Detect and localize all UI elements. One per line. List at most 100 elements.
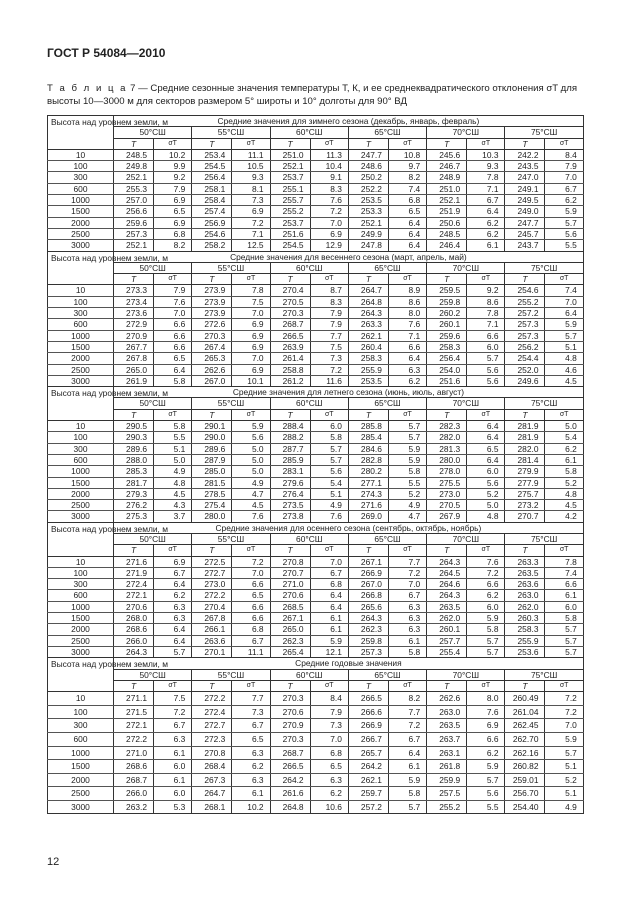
temperature-cell: 255.2 (269, 205, 311, 218)
temperature-cell: 262.3 (269, 635, 311, 647)
temperature-cell: 262.6 (426, 691, 468, 706)
temperature-cell: 273.9 (191, 284, 233, 297)
sigma-cell: 10.1 (231, 375, 271, 388)
sigma-cell: 12.5 (231, 239, 271, 252)
table-row: 2000 259.6 6.9 256.9 7.2 253.7 7.0 252.1 6.4 250.… (47, 217, 584, 229)
sigma-cell: 5.4 (309, 477, 349, 489)
t-label: T (209, 138, 215, 149)
temperature-cell: 271.1 (113, 691, 154, 706)
sigma-cell: 7.2 (152, 705, 193, 720)
temperature-cell: 270.8 (269, 556, 311, 568)
sigma-cell: 6.5 (152, 205, 193, 218)
sigma-cell: 5.3 (152, 800, 193, 815)
temperature-cell: 271.6 (113, 556, 154, 568)
sigma-cell: 6.5 (231, 732, 271, 747)
table-row: 3000 252.1 8.2 258.2 12.5 254.5 12.9 247.8 6.4 24… (47, 239, 584, 252)
sigma-cell: 6.4 (309, 601, 349, 614)
latitude-header: 65°СШ (347, 668, 428, 681)
sigma-header: σT (152, 679, 193, 693)
temperature-cell: 260.2 (426, 307, 468, 320)
temperature-cell: 268.7 (113, 773, 154, 788)
temperature-cell: 275.3 (113, 510, 154, 523)
temperature-cell: 282.0 (504, 443, 546, 455)
temperature-cell: 285.8 (347, 420, 389, 433)
temperature-cell: 250.2 (347, 171, 389, 184)
temperature-cell: 264.7 (347, 284, 389, 297)
height-cell: 10 (47, 556, 114, 568)
table-row: 100 271.5 7.2 272.4 7.3 270.6 7.9 266.6 7.7 263.0… (47, 705, 584, 720)
temperature-cell: 270.4 (269, 284, 311, 297)
height-cell: 3000 (47, 646, 114, 659)
temperature-cell: 267.0 (191, 375, 233, 388)
sigma-cell: 7.0 (309, 732, 349, 747)
temperature-cell: 260.82 (504, 759, 546, 774)
temperature-cell: 269.0 (347, 510, 389, 523)
sigma-header: σT (387, 408, 428, 422)
temperature-cell: 288.0 (113, 454, 154, 467)
sigma-cell: 6.1 (231, 786, 271, 801)
sigma-cell: 7.6 (152, 296, 193, 309)
height-cell: 100 (47, 160, 114, 173)
sigma-cell: 9.7 (387, 160, 428, 173)
latitude-header: 55°СШ (191, 532, 271, 546)
height-column-header: Высота над уровнем земли, м (47, 657, 168, 693)
temperature-cell: 263.1 (426, 746, 468, 761)
temperature-cell: 282.0 (426, 431, 468, 444)
sigma-cell: 6.3 (387, 612, 428, 625)
height-cell: 2500 (47, 499, 114, 512)
height-cell: 2500 (47, 228, 114, 241)
height-cell: 600 (47, 732, 114, 747)
temperature-cell: 256.2 (504, 341, 546, 354)
temperature-cell: 264.2 (269, 773, 311, 788)
sigma-cell: 5.0 (231, 454, 271, 467)
temperature-cell: 282.3 (426, 420, 468, 433)
sigma-cell: 6.4 (152, 578, 193, 591)
sigma-cell: 6.2 (231, 759, 271, 774)
temperature-cell: 263.5 (504, 567, 546, 580)
table-row: 2500 266.0 6.4 263.6 6.7 262.3 5.9 259.8 6.1 257.… (47, 635, 584, 647)
sigma-cell: 7.6 (309, 510, 349, 523)
temperature-cell: 266.5 (269, 759, 311, 774)
latitude-header: 55°СШ (191, 668, 271, 681)
t-header: T (113, 679, 154, 693)
sigma-cell: 5.9 (466, 612, 506, 625)
temperature-cell: 284.6 (347, 443, 389, 455)
temperature-cell: 263.5 (426, 718, 468, 733)
temperature-cell: 272.1 (113, 589, 154, 602)
sigma-header: σT (466, 137, 506, 150)
height-cell: 3000 (47, 375, 114, 388)
sigma-header: σT (544, 679, 584, 693)
sigma-cell: 5.9 (231, 420, 271, 433)
temperature-cell: 254.6 (504, 284, 546, 297)
temperature-cell: 272.2 (191, 589, 233, 602)
temperature-cell: 249.5 (504, 194, 546, 207)
height-cell: 2000 (47, 217, 114, 229)
temperature-cell: 288.4 (269, 420, 311, 433)
sigma-cell: 9.9 (152, 160, 193, 173)
height-cell: 2500 (47, 364, 114, 376)
sigma-cell: 6.6 (231, 612, 271, 625)
table-caption: Т а б л и ц а 7 — Средние сезонные значе… (47, 82, 587, 108)
sigma-cell: 7.3 (231, 194, 271, 207)
latitude-header: 65°СШ (347, 126, 428, 139)
sigma-cell: 7.8 (466, 307, 506, 320)
sigma-cell: 6.0 (309, 420, 349, 433)
temperature-cell: 261.6 (269, 786, 311, 801)
sigma-cell: 5.5 (466, 800, 506, 815)
sigma-cell: 8.6 (466, 296, 506, 309)
temperature-cell: 260.1 (426, 318, 468, 331)
temperature-cell: 273.9 (191, 307, 233, 320)
temperature-cell: 248.5 (113, 149, 154, 162)
temperature-cell: 256.6 (113, 205, 154, 218)
temperature-cell: 246.7 (426, 160, 468, 173)
sigma-cell: 4.8 (466, 510, 506, 523)
height-column-header: Высота над уровнем земли, м (47, 386, 168, 422)
sigma-cell: 7.9 (309, 705, 349, 720)
temperature-cell: 258.3 (504, 623, 546, 636)
sigma-cell: 7.5 (231, 296, 271, 309)
sigma-cell: 7.2 (544, 705, 584, 720)
sigma-cell: 6.2 (466, 746, 506, 761)
temperature-cell: 281.4 (504, 454, 546, 467)
sigma-cell: 9.1 (309, 171, 349, 184)
